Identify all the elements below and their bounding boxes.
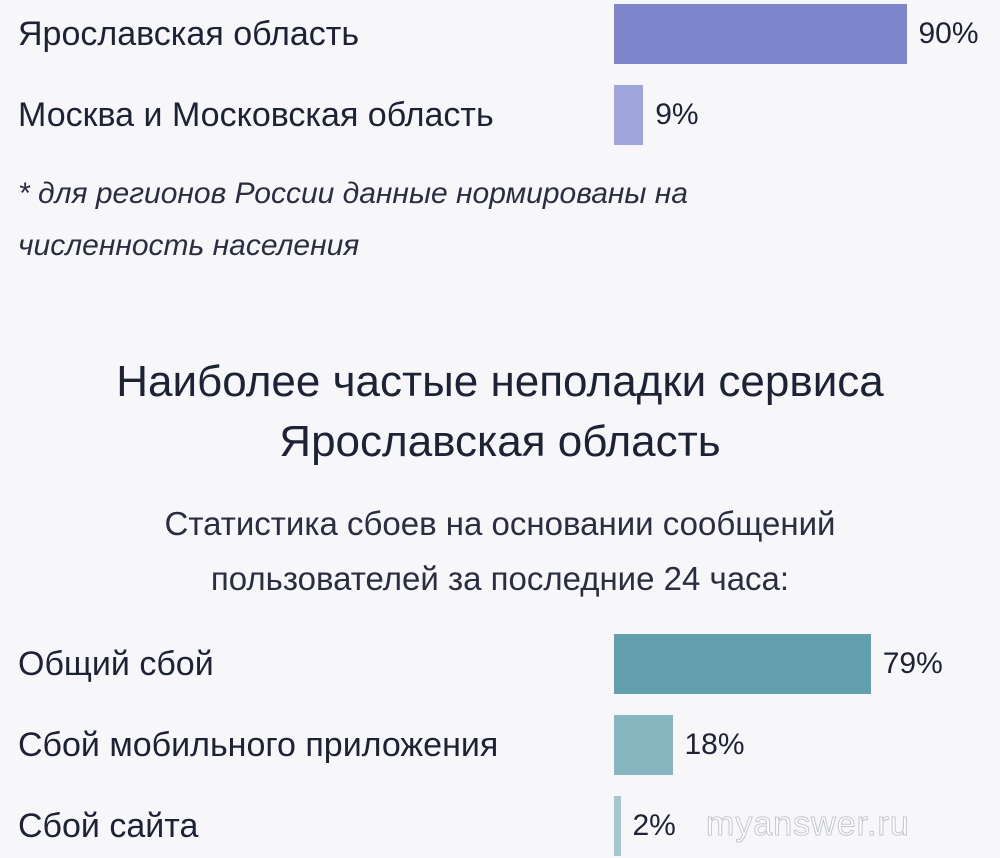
chart-subtitle: Статистика сбоев на основании сообщений … [0,496,1000,606]
bar [614,85,644,145]
bar-label: Сбой мобильного приложения [18,726,499,764]
bar-row-mobile-app-failure: Сбой мобильного приложения 18% [0,715,1000,775]
bar [614,4,907,64]
bar-row-yaroslavl: Ярославская область 90% [0,4,1000,64]
footnote-line: численность населения [18,229,360,262]
chart-title-line: Наиболее частые неполадки сервиса [116,357,884,406]
bar-label: Ярославская область [18,15,360,53]
bar [614,634,871,694]
footnote: * для регионов России данные нормированы… [18,168,918,272]
chart-title: Наиболее частые неполадки сервиса Яросла… [0,352,1000,472]
chart-subtitle-line: Статистика сбоев на основании сообщений [164,505,836,542]
bar [614,715,673,775]
bar-label: Москва и Московская область [18,96,494,134]
bar-value-label: 90% [918,17,979,50]
bar-row-general-failure: Общий сбой 79% [0,634,1000,694]
bar-value-label: 79% [882,647,943,680]
footnote-line: * для регионов России данные нормированы… [18,177,688,210]
chart-subtitle-line: пользователей за последние 24 часа: [210,560,790,597]
bar-row-website-failure: Сбой сайта 2% [0,796,1000,856]
bar-row-moscow: Москва и Московская область 9% [0,85,1000,145]
bar-value-label: 2% [632,809,676,842]
bar-label: Сбой сайта [18,807,199,845]
bar-value-label: 9% [655,98,699,131]
bar-label: Общий сбой [18,645,214,683]
bar-value-label: 18% [684,728,745,761]
bar [614,796,621,856]
watermark: myanswer.ru [706,805,910,844]
chart-title-line: Ярославская область [279,417,721,466]
